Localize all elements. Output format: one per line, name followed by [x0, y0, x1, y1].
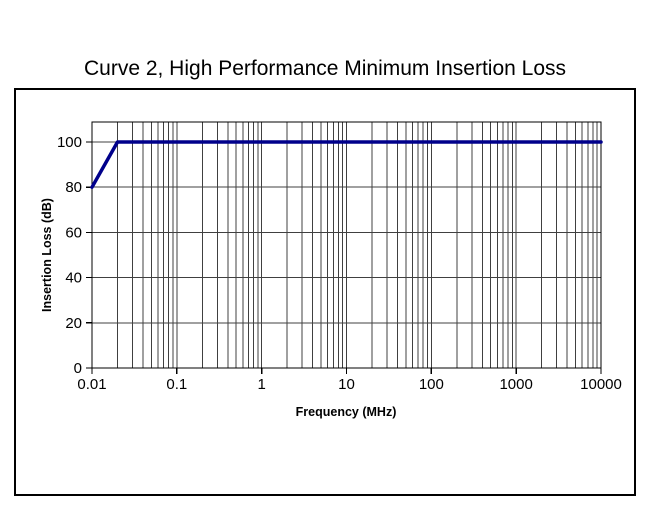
x-tick-label: 0.01: [77, 376, 106, 393]
x-tick-label: 10000: [580, 376, 622, 393]
x-tick-label: 1000: [499, 376, 532, 393]
x-axis-label: Frequency (MHz): [295, 405, 397, 419]
y-tick-label: 80: [65, 179, 82, 196]
series-line: [90, 140, 603, 189]
x-tick-label: 1: [257, 376, 265, 393]
y-tick-label: 100: [57, 134, 82, 151]
x-tick-label: 100: [419, 376, 444, 393]
y-tick-label: 60: [65, 224, 82, 241]
chart-title: Curve 2, High Performance Minimum Insert…: [83, 57, 566, 80]
x-tick-label: 0.1: [166, 376, 187, 393]
y-tick-label: 40: [65, 270, 82, 287]
y-tick-label: 20: [65, 315, 82, 332]
x-tick-label: 10: [338, 376, 355, 393]
y-tick-label: 0: [74, 360, 82, 377]
y-axis-label: Insertion Loss (dB): [40, 198, 54, 312]
